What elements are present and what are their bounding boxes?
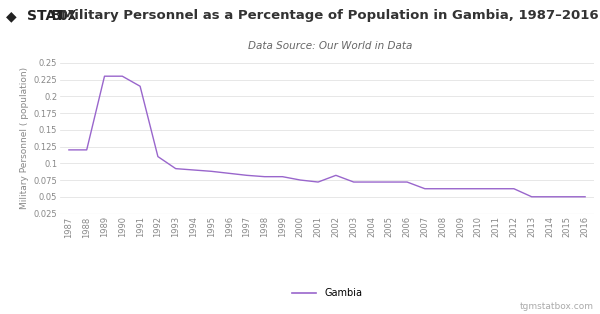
- Text: BOX: BOX: [51, 9, 76, 24]
- Y-axis label: Military Personnel ( population): Military Personnel ( population): [20, 67, 29, 209]
- Text: Data Source: Our World in Data: Data Source: Our World in Data: [248, 41, 412, 51]
- Text: Military Personnel as a Percentage of Population in Gambia, 1987–2016: Military Personnel as a Percentage of Po…: [61, 9, 599, 22]
- Text: tgmstatbox.com: tgmstatbox.com: [520, 302, 594, 311]
- Text: STAT: STAT: [27, 9, 65, 24]
- Legend: Gambia: Gambia: [288, 284, 366, 302]
- Text: ◆: ◆: [6, 9, 17, 24]
